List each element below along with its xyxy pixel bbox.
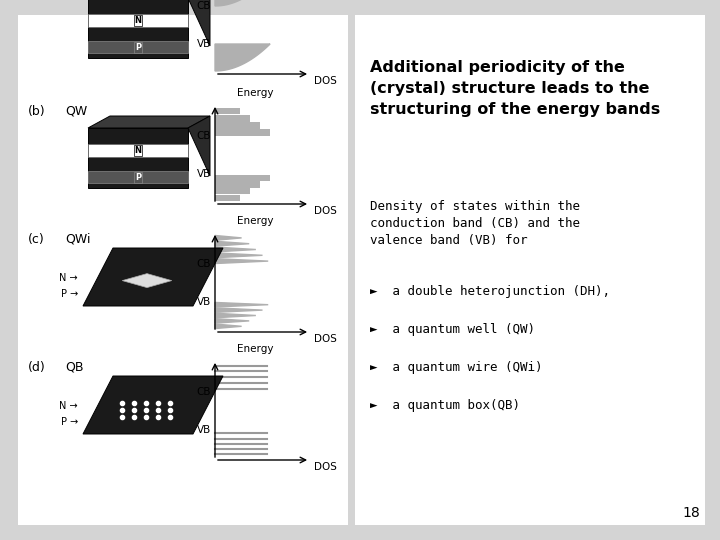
Text: VB: VB	[197, 297, 211, 307]
Text: P: P	[135, 173, 141, 181]
Text: QW: QW	[65, 105, 87, 118]
Polygon shape	[88, 128, 188, 188]
Polygon shape	[83, 376, 223, 434]
Text: DOS: DOS	[314, 206, 337, 216]
Text: CB: CB	[197, 387, 211, 397]
Bar	[215, 181, 260, 187]
Text: Energy: Energy	[237, 216, 273, 226]
Bar	[215, 107, 240, 114]
Polygon shape	[188, 0, 210, 46]
Bar	[215, 115, 251, 122]
Text: N →: N →	[59, 273, 78, 283]
Polygon shape	[215, 302, 268, 307]
Polygon shape	[122, 274, 172, 288]
Text: ►  a quantum box(QB): ► a quantum box(QB)	[370, 399, 520, 412]
Polygon shape	[88, 171, 188, 183]
Bar	[215, 122, 260, 129]
Text: VB: VB	[197, 169, 211, 179]
Text: (c): (c)	[28, 233, 45, 246]
Polygon shape	[215, 247, 256, 252]
Text: 18: 18	[683, 506, 700, 520]
Bar	[215, 188, 251, 194]
Text: Energy: Energy	[237, 344, 273, 354]
Bar	[215, 174, 270, 181]
Text: P →: P →	[60, 289, 78, 299]
Text: ►  a quantum wire (QWi): ► a quantum wire (QWi)	[370, 361, 542, 374]
Text: QB: QB	[65, 361, 84, 374]
Text: CB: CB	[197, 1, 211, 11]
Text: ►  a double heterojunction (DH),: ► a double heterojunction (DH),	[370, 285, 610, 298]
Text: P: P	[135, 43, 141, 52]
Polygon shape	[215, 241, 249, 246]
Polygon shape	[215, 44, 270, 71]
Polygon shape	[215, 0, 270, 6]
Text: VB: VB	[197, 39, 211, 49]
Text: DOS: DOS	[314, 462, 337, 472]
Text: CB: CB	[197, 259, 211, 269]
Polygon shape	[215, 319, 249, 323]
Text: VB: VB	[197, 425, 211, 435]
Text: QWi: QWi	[65, 233, 91, 246]
Polygon shape	[215, 259, 268, 264]
Text: Additional periodicity of the
(crystal) structure leads to the
structuring of th: Additional periodicity of the (crystal) …	[370, 60, 660, 117]
Polygon shape	[88, 0, 188, 58]
Text: DOS: DOS	[314, 334, 337, 344]
Text: CB: CB	[197, 131, 211, 141]
Text: N: N	[135, 146, 142, 154]
Bar	[18, 15, 348, 525]
Bar	[355, 15, 705, 525]
Text: Energy: Energy	[237, 88, 273, 98]
Text: N: N	[135, 16, 142, 25]
Polygon shape	[188, 116, 210, 176]
Bar	[215, 129, 270, 136]
Text: ►  a quantum well (QW): ► a quantum well (QW)	[370, 323, 535, 336]
Polygon shape	[215, 308, 263, 312]
Polygon shape	[88, 14, 188, 27]
Polygon shape	[83, 248, 223, 306]
Text: DOS: DOS	[314, 76, 337, 86]
Text: P →: P →	[60, 417, 78, 427]
Bar	[215, 195, 240, 201]
Polygon shape	[215, 313, 256, 318]
Text: (b): (b)	[28, 105, 45, 118]
Text: (d): (d)	[28, 361, 46, 374]
Polygon shape	[215, 324, 242, 328]
Polygon shape	[215, 235, 242, 240]
Text: Density of states within the
conduction band (CB) and the
valence band (VB) for: Density of states within the conduction …	[370, 200, 580, 247]
Text: N →: N →	[59, 401, 78, 411]
Polygon shape	[88, 144, 188, 157]
Polygon shape	[88, 116, 210, 128]
Polygon shape	[215, 253, 263, 258]
Polygon shape	[88, 41, 188, 53]
